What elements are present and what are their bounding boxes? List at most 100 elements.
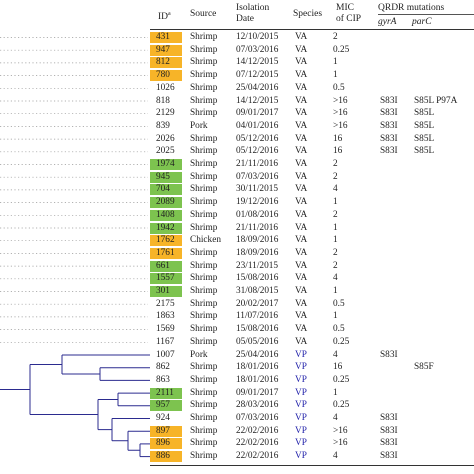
table-row: 1007 Pork 25/04/2016 VP 4 S83I: [150, 350, 474, 361]
table-row: 886 Shrimp 22/02/2016 VP 4 S83I: [150, 451, 474, 463]
cell-isolation-date: 18/01/2016: [236, 374, 279, 385]
cell-isolation-date: 20/02/2017: [236, 298, 279, 309]
cell-id: 947: [150, 44, 182, 56]
cell-parc: S85L: [414, 120, 435, 131]
cell-mic: 4: [333, 184, 338, 195]
cell-source: Shrimp: [190, 133, 218, 144]
cell-source: Shrimp: [190, 44, 218, 55]
table-row: 1761 Shrimp 18/09/2016 VA 2: [150, 247, 474, 259]
dendrogram: [0, 0, 152, 474]
cell-parc: S85L P97A: [414, 95, 458, 106]
cell-mic: 1: [333, 286, 338, 296]
cell-gyra: S83I: [380, 413, 398, 423]
cell-mic: 0.25: [333, 374, 350, 385]
table-row: 947 Shrimp 07/03/2016 VA 0.25: [150, 44, 474, 56]
cell-isolation-date: 05/12/2016: [236, 133, 279, 144]
cell-isolation-date: 31/08/2015: [236, 286, 279, 296]
cell-species: VA: [295, 336, 308, 347]
cell-isolation-date: 07/03/2016: [236, 44, 279, 55]
table-row: 1942 Shrimp 21/11/2016 VA 1: [150, 222, 474, 234]
header-qrdr-mutations: QRDR mutations: [378, 3, 445, 13]
cell-isolation-date: 07/12/2015: [236, 70, 279, 81]
cell-source: Shrimp: [190, 298, 218, 309]
table-row: 780 Shrimp 07/12/2015 VA 1: [150, 70, 474, 82]
cell-id: 1408: [150, 209, 182, 221]
table-row: 301 Shrimp 31/08/2015 VA 1: [150, 286, 474, 297]
cell-isolation-date: 22/02/2016: [236, 438, 279, 449]
cell-species: VP: [295, 400, 307, 411]
cell-species: VA: [295, 222, 308, 233]
table-row: 1569 Shrimp 15/08/2016 VA 0.5: [150, 324, 474, 335]
cell-id: 812: [150, 57, 182, 69]
cell-isolation-date: 21/11/2016: [236, 159, 279, 169]
table-row: 2025 Shrimp 05/12/2016 VA 16 S83I S85L: [150, 146, 474, 157]
header-mic-line1: MIC: [336, 3, 354, 13]
cell-mic: >16: [333, 425, 348, 436]
cell-species: VA: [295, 82, 308, 93]
cell-mic: 0.25: [333, 336, 350, 347]
cell-id: 924: [156, 413, 170, 423]
cell-id: 1569: [156, 324, 175, 335]
cell-gyra: S83I: [380, 349, 398, 360]
cell-mic: >16: [333, 438, 348, 449]
cell-species: VP: [295, 374, 307, 385]
cell-id: 839: [156, 120, 170, 131]
cell-source: Shrimp: [190, 32, 218, 42]
cell-isolation-date: 23/11/2015: [236, 260, 279, 271]
cell-gyra: S83I: [380, 120, 398, 131]
cell-id: 945: [150, 171, 182, 183]
table-row: 812 Shrimp 14/12/2015 VA 1: [150, 57, 474, 69]
cell-id: 897: [150, 425, 182, 437]
table-row: 945 Shrimp 07/03/2016 VA 2: [150, 171, 474, 183]
cell-mic: 2: [333, 209, 338, 220]
cell-mic: 1: [333, 311, 338, 322]
cell-source: Shrimp: [190, 159, 218, 169]
cell-gyra: S83I: [380, 425, 398, 436]
cell-source: Pork: [190, 120, 208, 131]
cell-source: Shrimp: [190, 222, 218, 233]
cell-isolation-date: 09/01/2017: [236, 387, 279, 398]
cell-species: VA: [295, 133, 308, 144]
cell-mic: 2: [333, 247, 338, 258]
table-row: 863 Shrimp 18/01/2016 VP 0.25: [150, 375, 474, 386]
header-isolation-date-line1: Isolation: [236, 3, 270, 13]
cell-id: 780: [150, 70, 182, 82]
dendrogram-dotted-leaders: [0, 37, 148, 343]
cell-species: VP: [295, 349, 307, 360]
cell-mic: 2: [333, 32, 338, 42]
cell-id: 1863: [156, 311, 175, 322]
table-row: 818 Shrimp 14/12/2015 VA >16 S83I S85L P97A: [150, 96, 474, 107]
cell-id: 1762: [150, 235, 182, 247]
cell-source: Shrimp: [190, 311, 218, 322]
cell-mic: 16: [333, 133, 343, 144]
cell-species: VA: [295, 273, 308, 284]
cell-isolation-date: 14/12/2015: [236, 57, 279, 68]
cell-source: Shrimp: [190, 209, 218, 220]
cell-id: 301: [150, 286, 182, 297]
cell-isolation-date: 25/04/2016: [236, 82, 279, 93]
cell-isolation-date: 21/11/2016: [236, 222, 279, 233]
cell-isolation-date: 12/10/2015: [236, 32, 279, 42]
cell-mic: 4: [333, 413, 338, 423]
dendrogram-svg: [0, 37, 150, 458]
table-row: 704 Shrimp 30/11/2015 VA 4: [150, 184, 474, 196]
cell-isolation-date: 18/09/2016: [236, 247, 279, 258]
cell-species: VA: [295, 171, 308, 182]
cell-source: Shrimp: [190, 387, 218, 398]
cell-isolation-date: 15/08/2016: [236, 324, 279, 335]
header-isolation-date-line2: Date: [236, 14, 254, 24]
cell-id: 896: [150, 438, 182, 450]
cell-species: VA: [295, 44, 308, 55]
cell-isolation-date: 18/09/2016: [236, 235, 279, 246]
cell-source: Shrimp: [190, 184, 218, 195]
table-row: 1408 Shrimp 01/08/2016 VA 2: [150, 209, 474, 221]
cell-mic: 16: [333, 362, 343, 373]
cell-species: VA: [295, 108, 308, 119]
cell-source: Shrimp: [190, 197, 218, 208]
cell-isolation-date: 07/03/2016: [236, 413, 279, 423]
cell-mic: 0.5: [333, 298, 345, 309]
cell-mic: >16: [333, 108, 348, 119]
cell-id: 863: [156, 374, 170, 385]
cell-species: VP: [295, 451, 307, 462]
cell-id: 886: [150, 451, 182, 463]
